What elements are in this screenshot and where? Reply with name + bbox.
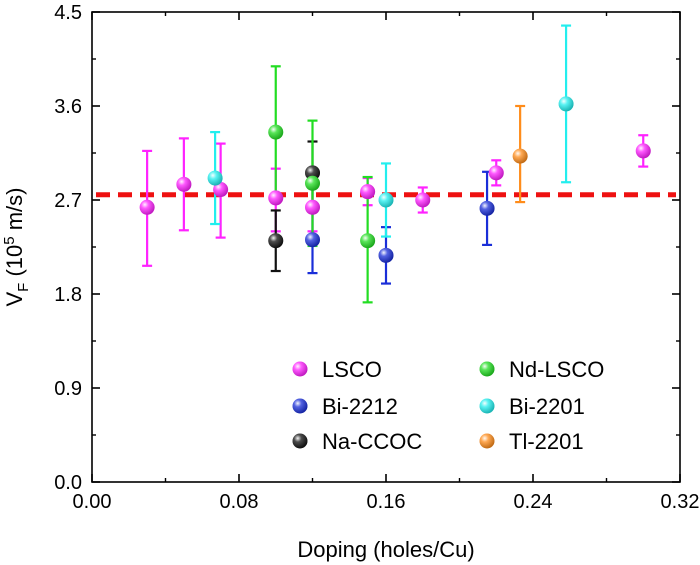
y-axis-title-unit-close: m/s) [2,187,27,236]
y-tick-label: 2.7 [54,190,82,212]
y-tick-label: 4.5 [54,2,82,24]
x-tick-label: 0.16 [367,491,406,513]
markers-tl-2201 [512,148,528,164]
data-point-shine [479,200,495,216]
y-axis-title-sub: F [15,283,32,292]
legend-marker-shine [479,398,495,414]
y-axis-title-main: V [2,292,27,307]
legend-marker-shine [292,361,308,377]
data-point-shine [207,170,223,186]
data-point-shine [558,96,574,112]
markers-nd-lsco [268,124,376,249]
legend-label: Bi-2212 [322,394,398,419]
data-layer [139,24,651,304]
legend-label: Nd-LSCO [509,357,604,382]
legend-marker-shine [292,433,308,449]
markers-bi-2212 [305,200,495,263]
data-point-shine [176,176,192,192]
data-point-shine [268,233,284,249]
legend-label: Na-CCOC [322,429,422,454]
x-tick-label: 0.32 [661,491,700,513]
data-point-shine [268,190,284,206]
y-tick-label: 0.0 [54,472,82,494]
data-point-shine [139,199,155,215]
data-point-shine [268,124,284,140]
data-point-shine [378,247,394,263]
x-tick-label: 0.08 [220,491,259,513]
series-nd-lsco [270,65,373,304]
axis-ticks: 0.00 0.08 0.16 0.24 0.32 0.0 0.9 1.8 2.7 3.6 4.5 [54,2,699,513]
data-point-shine [305,165,320,181]
legend-label: LSCO [322,357,382,382]
legend: LSCO Bi-2212 Na-CCOC Nd-LSCO Bi-2201 Tl-2201 [292,357,604,454]
data-point-shine [415,192,431,208]
y-axis-title-unit-open: (10 [2,245,27,283]
y-tick-label: 0.9 [54,378,82,400]
legend-label: Tl-2201 [509,429,584,454]
data-point-shine [305,199,320,215]
y-axis-title: VF (105 m/s) [1,187,32,306]
data-point-shine [360,233,376,249]
x-tick-label: 0.00 [73,491,112,513]
data-point-shine [305,232,320,248]
data-point-shine [378,192,394,208]
legend-label: Bi-2201 [509,394,585,419]
markers-na-ccoc [268,165,320,249]
markers-lsco [139,143,651,215]
y-tick-label: 3.6 [54,96,82,118]
x-tick-label: 0.24 [514,491,553,513]
y-axis-title-exp: 5 [1,236,18,244]
markers-bi-2201 [207,96,574,208]
legend-marker-shine [479,433,495,449]
data-point-shine [635,143,651,159]
y-tick-label: 1.8 [54,284,82,306]
series-bi-2212 [307,170,493,285]
series-lsco [142,134,649,267]
data-point-shine [213,182,229,198]
data-point-shine [305,175,320,191]
legend-marker-shine [479,361,495,377]
legend-marker-shine [292,398,308,414]
x-axis-title: Doping (holes/Cu) [297,537,474,562]
data-point-shine [512,148,528,164]
data-point-shine [488,165,504,181]
data-point-shine [360,184,376,200]
